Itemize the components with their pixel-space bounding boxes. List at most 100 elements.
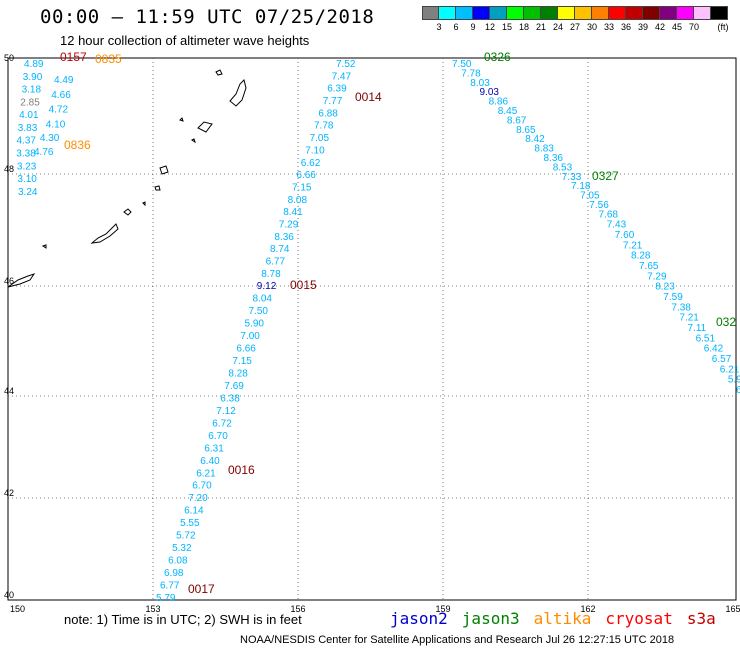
- wave-height-label: 8.86: [489, 97, 509, 108]
- color-scale-bar: [422, 6, 728, 20]
- wave-height-label: 4.89: [24, 59, 44, 70]
- wave-height-label: 8.36: [544, 153, 564, 164]
- lat-tick-label: 42: [4, 488, 14, 498]
- wave-height-label: 7.50: [452, 59, 472, 70]
- wave-height-label: 5.55: [180, 518, 200, 529]
- color-swatch: [490, 6, 507, 20]
- wave-height-label: 7.12: [216, 406, 236, 417]
- wave-height-label: 4.01: [19, 110, 39, 121]
- satellite-legend-item: jason2: [390, 609, 448, 628]
- color-swatch: [422, 6, 439, 20]
- color-scale-label: 27: [569, 22, 581, 32]
- wave-height-label: 7.77: [323, 96, 343, 107]
- wave-height-label: 7.15: [232, 356, 252, 367]
- wave-height-label: 7.21: [623, 240, 643, 251]
- wave-height-label: 5.90: [245, 319, 265, 330]
- wave-height-label: 7.43: [607, 220, 627, 231]
- wave-height-label: 8.03: [470, 78, 490, 89]
- wave-height-label: 8.67: [507, 115, 527, 126]
- color-scale-label: 3: [436, 22, 442, 32]
- color-swatch: [473, 6, 490, 20]
- color-scale-label: 45: [671, 22, 683, 32]
- wave-height-label: 6.66: [236, 344, 256, 355]
- map-title: 00:00 – 11:59 UTC 07/25/2018: [40, 6, 375, 28]
- color-scale-label: 24: [552, 22, 564, 32]
- color-swatch: [677, 6, 694, 20]
- color-swatch: [456, 6, 473, 20]
- wave-height-label: 6.14: [184, 506, 204, 517]
- wave-height-label: 7.50: [249, 306, 269, 317]
- wave-height-label: 6.88: [318, 108, 338, 119]
- color-swatch: [439, 6, 456, 20]
- wave-height-label: 3.83: [18, 123, 38, 134]
- wave-height-label: 4.76: [34, 147, 54, 158]
- wave-height-label: 6.42: [704, 344, 724, 355]
- color-scale-label: 70: [688, 22, 700, 32]
- wave-height-label: 7.78: [314, 121, 334, 132]
- color-swatch: [694, 6, 711, 20]
- wave-height-label: 7.29: [279, 220, 299, 231]
- island-outline: [41, 244, 47, 249]
- wave-height-label: 7.10: [305, 145, 325, 156]
- island-outline: [90, 223, 119, 244]
- wave-height-label: 7.00: [240, 331, 260, 342]
- wave-height-label: 5.72: [176, 531, 196, 542]
- lon-tick-label: 159: [435, 604, 450, 614]
- satellite-legend-item: jason3: [461, 609, 520, 628]
- wave-height-label: 7.38: [671, 302, 691, 313]
- island-outline: [154, 185, 161, 191]
- color-scale-label: 42: [654, 22, 666, 32]
- wave-height-label: 2.85: [20, 97, 40, 108]
- wave-height-label: 6.21: [196, 468, 216, 479]
- wave-height-label: 7.11: [688, 323, 707, 334]
- color-scale-label: 39: [637, 22, 649, 32]
- wave-height-label: 6.40: [200, 456, 220, 467]
- wave-height-label: 6.70: [192, 481, 212, 492]
- pass-time-label: 0157: [60, 50, 87, 64]
- wave-height-label: 6.72: [212, 418, 232, 429]
- lon-tick-label: 153: [145, 604, 160, 614]
- color-swatch: [507, 6, 524, 20]
- wave-height-label: 8.83: [534, 144, 554, 155]
- wave-height-label: 6.57: [712, 354, 732, 365]
- wave-height-label: 7.69: [224, 381, 244, 392]
- wave-height-label: 4.49: [54, 75, 74, 86]
- wave-height-label: 4.66: [51, 90, 71, 101]
- wave-height-label: 8.23: [655, 282, 675, 293]
- wave-height-label: 6.77: [266, 257, 286, 268]
- lon-tick-label: 165: [725, 604, 740, 614]
- wave-height-label: 4.72: [49, 105, 69, 116]
- color-scale-label: 36: [620, 22, 632, 32]
- wave-height-label: 5.32: [172, 543, 192, 554]
- pass-time-label: 0017: [188, 582, 215, 596]
- color-scale-label: (ft): [717, 22, 729, 32]
- wave-height-label: 8.78: [261, 269, 281, 280]
- wave-height-label: 7.68: [599, 209, 619, 220]
- lat-tick-label: 40: [4, 590, 14, 600]
- wave-height-label: 7.52: [336, 59, 356, 70]
- wave-height-label: 3.23: [17, 161, 37, 172]
- color-swatch: [660, 6, 677, 20]
- wave-height-label: 6.62: [301, 158, 321, 169]
- wave-height-label: 7.15: [292, 183, 312, 194]
- island-outline: [159, 165, 169, 175]
- wave-height-label: 8.04: [253, 294, 273, 305]
- wave-height-label: 8.45: [498, 106, 518, 117]
- pass-time-label: 0014: [355, 90, 382, 104]
- lat-tick-label: 46: [4, 276, 14, 286]
- altimeter-tracks: 4.89 3.90 3.182.85 4.01 3.83 4.37 3.383.23 3.10…: [16, 59, 740, 604]
- wave-height-label: 8.53: [553, 162, 573, 173]
- color-swatch: [643, 6, 660, 20]
- wave-height-label: 4.37: [17, 136, 37, 147]
- island-outline: [191, 138, 196, 144]
- wave-height-label: 3.38: [16, 149, 36, 160]
- satellite-legend-item: altika: [533, 609, 592, 628]
- wave-height-label: 3.10: [17, 174, 37, 185]
- color-scale-label: 30: [586, 22, 598, 32]
- wave-height-label: 6.66: [296, 170, 316, 181]
- wave-height-label: 7.33: [562, 172, 582, 183]
- wave-height-label: 6.8: [736, 385, 740, 396]
- satellite-legend-item: cryosat: [605, 609, 673, 628]
- wave-height-label: 7.60: [615, 230, 635, 241]
